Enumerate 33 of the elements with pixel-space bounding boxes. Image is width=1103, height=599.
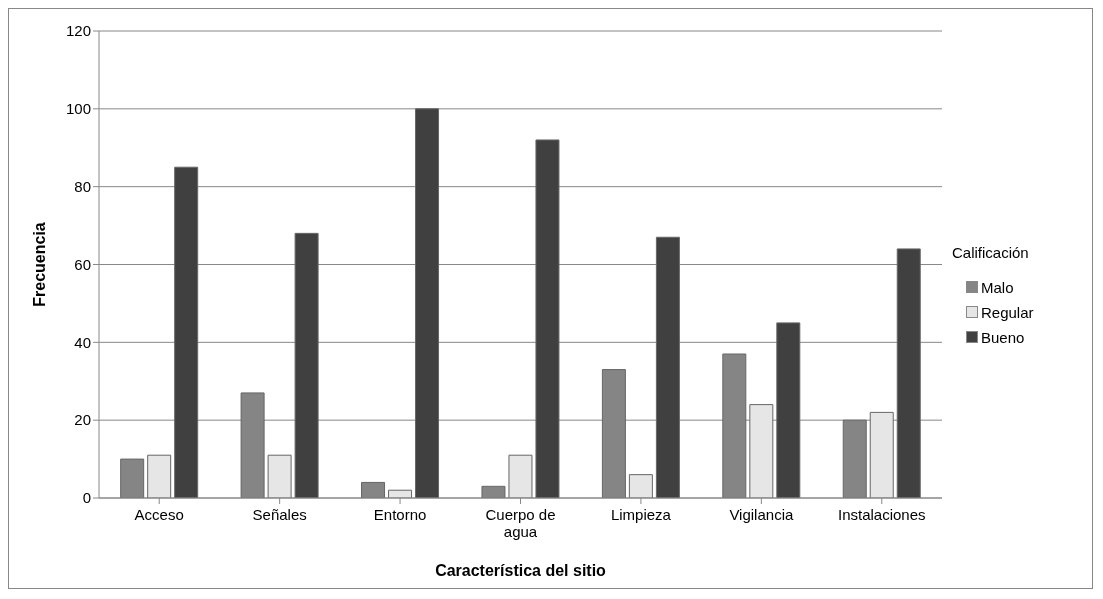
bar — [415, 108, 440, 498]
legend-label: Bueno — [981, 328, 1025, 346]
bar — [896, 248, 921, 498]
bar — [174, 166, 199, 498]
bar — [655, 236, 680, 498]
bar — [294, 232, 319, 498]
x-tick-label: Entorno — [373, 506, 427, 523]
y-tick-label: 120 — [65, 22, 91, 40]
y-tick-label: 100 — [65, 100, 91, 118]
y-tick-label: 60 — [74, 255, 91, 273]
y-tick-label: 40 — [74, 333, 91, 351]
y-axis-title: Frecuencia — [30, 222, 48, 307]
bar — [508, 454, 533, 498]
bar — [535, 139, 560, 498]
y-tick-label: 80 — [74, 177, 91, 195]
bar — [147, 454, 172, 498]
x-tick-label: Limpieza — [610, 506, 672, 523]
legend-label: Malo — [981, 278, 1014, 296]
bar — [776, 322, 801, 498]
bar — [869, 411, 894, 498]
x-tick-label: Cuerpo de agua — [485, 506, 556, 540]
x-tick-label: Instalaciones — [838, 506, 926, 523]
bar — [749, 404, 774, 498]
bar — [628, 474, 653, 498]
x-tick-label: Acceso — [134, 506, 184, 523]
y-tick-label: 20 — [74, 411, 91, 429]
x-tick-label: Vigilancia — [729, 506, 794, 523]
legend-label: Regular — [981, 303, 1034, 321]
y-tick-label: 0 — [82, 489, 91, 507]
bar — [267, 454, 292, 498]
x-tick-label: Señales — [252, 506, 307, 523]
x-axis-title: Característica del sitio — [435, 562, 607, 579]
legend-title: Calificación — [952, 243, 1030, 261]
